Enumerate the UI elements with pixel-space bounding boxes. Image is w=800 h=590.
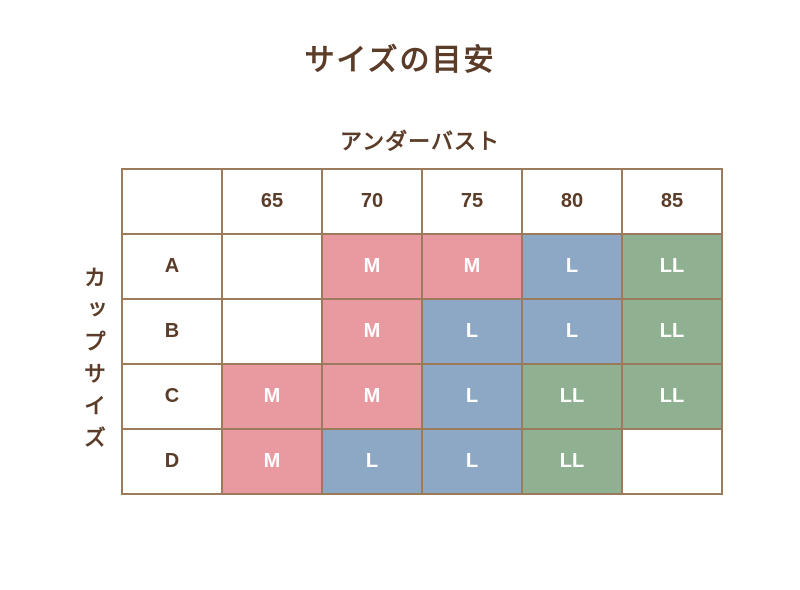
col-header: 75: [422, 169, 522, 234]
table-wrapper: カップサイズ 65 70 75 80 85 AMMLLLBMLLLLCMMLLL…: [77, 168, 723, 495]
content-wrapper: アンダーバスト カップサイズ 65 70 75 80 85 AMMLLLBMLL…: [77, 124, 723, 495]
table-row: BMLLLL: [122, 299, 722, 364]
col-header: 80: [522, 169, 622, 234]
size-cell: LL: [522, 429, 622, 494]
underbust-label: アンダーバスト: [340, 124, 500, 156]
main-title: サイズの目安: [304, 35, 495, 79]
size-cell: M: [222, 429, 322, 494]
size-cell: [222, 299, 322, 364]
size-cell: LL: [622, 234, 722, 299]
row-header: C: [122, 364, 222, 429]
table-row: AMMLLL: [122, 234, 722, 299]
size-cell: LL: [522, 364, 622, 429]
size-cell: [222, 234, 322, 299]
table-body: AMMLLLBMLLLLCMMLLLLLDMLLLL: [122, 234, 722, 494]
size-cell: M: [322, 234, 422, 299]
size-cell: L: [522, 299, 622, 364]
size-cell: LL: [622, 299, 722, 364]
row-header: A: [122, 234, 222, 299]
size-cell: L: [422, 429, 522, 494]
size-cell: L: [322, 429, 422, 494]
col-header: 70: [322, 169, 422, 234]
cupsize-label: カップサイズ: [77, 266, 109, 458]
size-cell: L: [422, 364, 522, 429]
header-row: 65 70 75 80 85: [122, 169, 722, 234]
size-cell: L: [522, 234, 622, 299]
row-header: D: [122, 429, 222, 494]
table-row: DMLLLL: [122, 429, 722, 494]
col-header: 85: [622, 169, 722, 234]
size-cell: M: [422, 234, 522, 299]
size-table: 65 70 75 80 85 AMMLLLBMLLLLCMMLLLLLDMLLL…: [121, 168, 723, 495]
size-cell: LL: [622, 364, 722, 429]
size-cell: M: [322, 364, 422, 429]
size-cell: M: [322, 299, 422, 364]
size-cell: [622, 429, 722, 494]
corner-cell: [122, 169, 222, 234]
size-cell: M: [222, 364, 322, 429]
row-header: B: [122, 299, 222, 364]
size-cell: L: [422, 299, 522, 364]
col-header: 65: [222, 169, 322, 234]
table-row: CMMLLLLL: [122, 364, 722, 429]
